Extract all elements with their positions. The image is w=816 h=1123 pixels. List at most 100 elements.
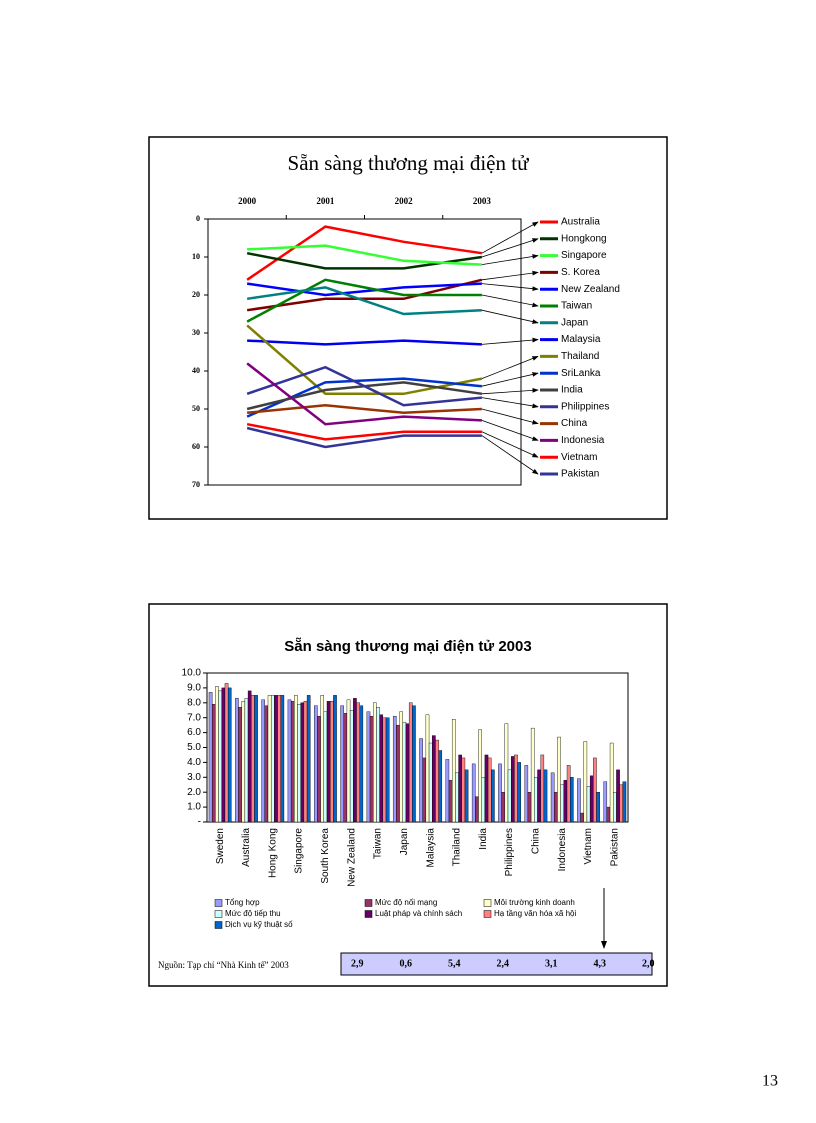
bar bbox=[616, 769, 620, 823]
series-line bbox=[246, 225, 483, 281]
bar bbox=[408, 702, 413, 823]
bar bbox=[484, 754, 489, 823]
legend-label: S. Korea bbox=[561, 267, 600, 278]
x-tick-label: South Korea bbox=[320, 828, 331, 884]
bar bbox=[264, 705, 269, 823]
bar bbox=[346, 699, 351, 823]
y-tick-label: 1.0 bbox=[187, 802, 201, 813]
bar bbox=[270, 695, 275, 823]
bar bbox=[577, 778, 581, 823]
bar bbox=[596, 792, 600, 823]
series-line bbox=[247, 403, 482, 415]
series-line bbox=[246, 422, 482, 441]
bar bbox=[300, 702, 305, 823]
bar bbox=[534, 777, 538, 823]
bar bbox=[366, 711, 371, 823]
bar bbox=[448, 780, 453, 823]
legend-label: India bbox=[561, 385, 583, 396]
bar bbox=[369, 716, 374, 823]
note-value: 4,3 bbox=[594, 958, 607, 969]
bar bbox=[530, 727, 535, 823]
y-tick-label: 10 bbox=[192, 252, 200, 261]
bar bbox=[241, 701, 246, 823]
pointer-arrow bbox=[481, 408, 539, 425]
bar bbox=[432, 735, 436, 823]
bar bbox=[570, 777, 574, 823]
x-tick-label: Singapore bbox=[294, 828, 305, 874]
bar bbox=[438, 750, 443, 823]
bar bbox=[267, 695, 272, 823]
y-tick-label: 40 bbox=[192, 366, 200, 375]
y-tick-label: 2.0 bbox=[187, 787, 201, 798]
y-tick-label: 60 bbox=[192, 442, 200, 451]
pointer-arrow bbox=[481, 420, 539, 441]
x-tick-label: 2000 bbox=[238, 196, 257, 206]
x-tick-label: Philippines bbox=[504, 828, 515, 876]
legend-swatch bbox=[364, 910, 373, 918]
x-tick-label: 2001 bbox=[316, 196, 335, 206]
y-tick-label: - bbox=[198, 817, 201, 828]
x-tick-label: Taiwan bbox=[373, 828, 384, 859]
note-value: 3,1 bbox=[545, 958, 558, 969]
legend-label: Malaysia bbox=[561, 334, 601, 345]
pointer-arrow bbox=[481, 356, 539, 379]
bar bbox=[399, 711, 403, 823]
y-tick-label: 30 bbox=[192, 328, 200, 337]
bar bbox=[550, 772, 555, 823]
bar bbox=[419, 738, 423, 823]
source-note: Nguồn: Tạp chí “Nhà Kinh tế” 2003 bbox=[158, 960, 289, 970]
bar bbox=[251, 695, 255, 823]
bar bbox=[287, 699, 292, 823]
legend-label: Hongkong bbox=[561, 233, 607, 244]
bar bbox=[455, 772, 459, 823]
x-tick-label: Japan bbox=[399, 828, 410, 855]
bar bbox=[382, 717, 387, 823]
series-line bbox=[246, 324, 483, 396]
bar bbox=[606, 806, 611, 823]
bar bbox=[537, 769, 541, 823]
bar bbox=[478, 729, 482, 823]
bar bbox=[566, 765, 571, 823]
bar bbox=[428, 742, 433, 823]
bar bbox=[277, 695, 281, 823]
legend-label: Indonesia bbox=[561, 435, 605, 446]
bar bbox=[274, 695, 278, 823]
bar bbox=[340, 705, 344, 823]
series-line bbox=[246, 362, 482, 426]
bar bbox=[524, 765, 529, 823]
bar bbox=[603, 781, 608, 823]
pointer-arrow bbox=[481, 221, 539, 254]
legend-label: Thailand bbox=[561, 351, 599, 362]
bar bbox=[619, 784, 624, 823]
bar bbox=[475, 796, 479, 823]
legend-label: Taiwan bbox=[561, 301, 592, 312]
series-line bbox=[246, 286, 482, 316]
bar bbox=[227, 687, 232, 823]
x-tick-label: Indonesia bbox=[557, 828, 568, 872]
legend-swatch bbox=[483, 899, 492, 907]
series-line bbox=[246, 282, 482, 297]
legend-label: Hạ tầng văn hóa xã hội bbox=[494, 909, 577, 918]
pointer-arrow bbox=[481, 337, 539, 345]
bar bbox=[353, 698, 357, 823]
legend-label: Pakistan bbox=[561, 469, 599, 480]
bar bbox=[580, 812, 584, 823]
bar bbox=[314, 705, 318, 823]
bar bbox=[208, 692, 213, 823]
bar bbox=[385, 717, 390, 823]
bar bbox=[402, 721, 407, 823]
x-tick-label: Vietnam bbox=[583, 828, 594, 865]
note-value: 2,0 bbox=[642, 958, 655, 969]
bar bbox=[593, 757, 597, 823]
bar bbox=[613, 792, 617, 823]
bar bbox=[554, 792, 558, 823]
bar bbox=[405, 723, 410, 823]
bar bbox=[461, 757, 466, 823]
y-tick-label: 70 bbox=[192, 480, 200, 489]
y-tick-label: 5.0 bbox=[187, 742, 201, 753]
note-value: 0,6 bbox=[400, 958, 413, 969]
pointer-arrow bbox=[481, 238, 539, 258]
note-value: 2,4 bbox=[497, 958, 510, 969]
legend-label: Australia bbox=[561, 217, 600, 228]
